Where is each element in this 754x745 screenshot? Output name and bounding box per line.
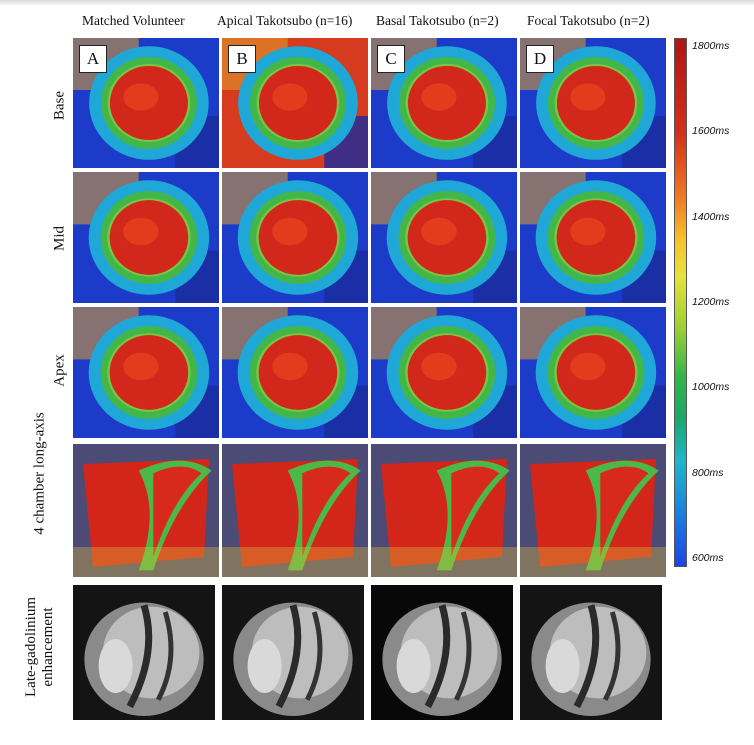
image-mid-apical (222, 172, 368, 303)
row-header-lge: Late-gadolinium enhancement (23, 597, 56, 697)
colorbar-tick-label: 1400ms (692, 210, 730, 223)
colorbar-tick-label: 1200ms (692, 296, 730, 308)
image-mid-focal (520, 172, 666, 303)
image-base-basal: C (371, 38, 517, 168)
panel-letter-c: C (377, 45, 405, 73)
image-apex-volunteer (73, 307, 219, 438)
image-base-apical: B (222, 38, 368, 168)
row-header-4chamber: 4 chamber long-axis (31, 412, 48, 535)
image-base-focal: D (520, 38, 666, 168)
colorbar-tick-label: 1800ms (692, 40, 730, 52)
image-apex-focal (520, 307, 666, 438)
image-base-volunteer: A (73, 38, 219, 168)
row-header-apex: Apex (51, 354, 68, 387)
column-header-apical: Apical Takotsubo (n=16) (217, 13, 353, 28)
image-mid-basal (371, 172, 517, 303)
image-lge-apical (222, 585, 364, 720)
panel-letter-a: A (79, 45, 107, 73)
row-header-base: Base (51, 90, 68, 121)
image-apex-apical (222, 307, 368, 438)
image-lge-basal (371, 585, 513, 720)
image-lge-volunteer (73, 585, 215, 720)
image-4ch-apical (222, 444, 368, 577)
colorbar-tick-label: 1600ms (692, 125, 730, 138)
colorbar-tick-label: 600ms (692, 552, 724, 564)
image-apex-basal (371, 307, 517, 438)
colorbar-tick-label: 800ms (692, 466, 724, 479)
top-shade (0, 0, 754, 6)
image-mid-volunteer (73, 172, 219, 303)
colorbar-tick-label: 1000ms (692, 381, 730, 394)
image-4ch-basal (371, 444, 517, 577)
image-lge-focal (520, 585, 662, 720)
panel-letter-d: D (526, 45, 554, 73)
image-4ch-focal (520, 444, 666, 577)
column-header-volunteer: Matched Volunteer (82, 13, 185, 28)
image-4ch-volunteer (73, 444, 219, 577)
panel-letter-b: B (228, 45, 256, 73)
column-header-focal: Focal Takotsubo (n=2) (527, 13, 650, 28)
colorbar (674, 38, 687, 567)
row-header-mid: Mid (51, 226, 68, 252)
column-header-basal: Basal Takotsubo (n=2) (376, 13, 499, 28)
